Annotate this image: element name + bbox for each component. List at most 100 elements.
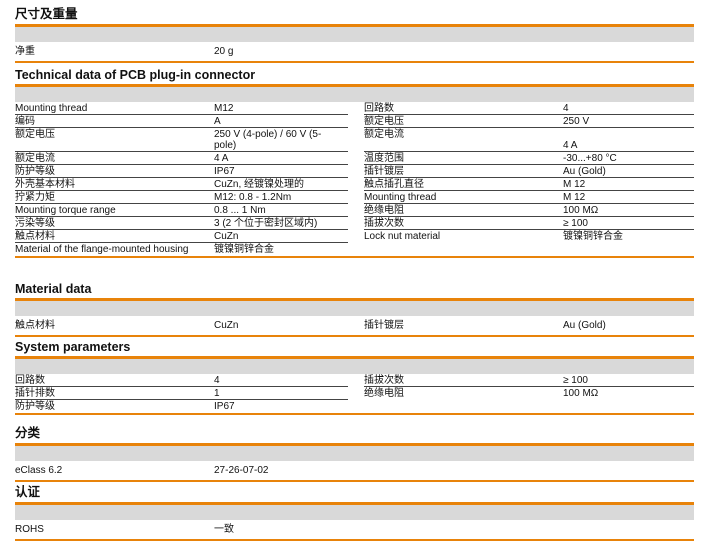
section-title: Technical data of PCB plug-in connector	[15, 68, 256, 82]
property-value: M 12	[563, 192, 586, 203]
divider	[15, 443, 694, 446]
property-label: 防护等级	[15, 401, 55, 412]
table-row: 绝缘电阻 100 MΩ	[364, 387, 694, 399]
table-row: 温度范围 -30...+80 °C	[364, 152, 694, 165]
table-row: eClass 6.2 27-26-07-02	[15, 461, 348, 479]
property-value: Au (Gold)	[563, 166, 606, 177]
table-row: 绝缘电阻 100 MΩ	[364, 204, 694, 217]
divider	[15, 61, 694, 63]
property-label: 额定电流	[364, 129, 404, 140]
header-band	[15, 301, 694, 316]
property-value: 100 MΩ	[563, 205, 599, 216]
property-value: M 12	[563, 179, 586, 190]
property-value: 4 A	[214, 153, 229, 164]
property-label: 触点材料	[15, 231, 55, 242]
right-column: 插针镀层 Au (Gold)	[364, 316, 694, 334]
property-value: 4 A	[563, 140, 578, 151]
section-title: 尺寸及重量	[15, 7, 78, 21]
property-value: ≥ 100	[563, 375, 588, 386]
left-column: 净重 20 g	[15, 42, 348, 60]
property-label: 触点插孔直径	[364, 179, 424, 190]
property-label: 外壳基本材料	[15, 179, 75, 190]
property-label: 插针镀层	[364, 166, 404, 177]
divider	[15, 24, 694, 27]
property-value: 100 MΩ	[563, 388, 599, 399]
divider	[15, 356, 694, 359]
section: 尺寸及重量 净重 20 g	[15, 0, 694, 63]
property-value: CuZn, 经镀镍处理的	[214, 179, 305, 190]
right-column: 回路数 4 额定电压 250 V 额定电流 4 A 温度范围 -30...+80 °C 插针镀…	[364, 102, 694, 255]
divider	[15, 413, 694, 415]
table-row: Mounting thread M12	[15, 102, 348, 115]
property-label: 温度范围	[364, 153, 404, 164]
section: System parameters 回路数 4 插针排数 1 防护等级 IP67 插拔次数 ≥…	[15, 332, 694, 415]
property-value: ≥ 100	[563, 218, 588, 229]
section-title: System parameters	[15, 340, 131, 354]
property-label: Mounting thread	[364, 192, 437, 203]
property-label: 插拔次数	[364, 218, 404, 229]
property-value: 20 g	[214, 46, 234, 57]
property-value: 一致	[214, 524, 234, 535]
property-label: 编码	[15, 116, 35, 127]
section: Technical data of PCB plug-in connector …	[15, 60, 694, 258]
property-label: 绝缘电阻	[364, 205, 404, 216]
property-value: 250 V	[563, 116, 590, 127]
header-band	[15, 446, 694, 461]
table-row: 触点插孔直径 M 12	[364, 178, 694, 191]
table-row: 污染等级 3 (2 个位于密封区域内)	[15, 217, 348, 230]
property-label: 插针排数	[15, 388, 55, 399]
property-label: 回路数	[15, 375, 45, 386]
table-row: 回路数 4	[364, 102, 694, 115]
table-row: 回路数 4	[15, 374, 348, 387]
right-column	[364, 42, 694, 60]
divider	[15, 502, 694, 505]
header-band	[15, 359, 694, 374]
property-label: 防护等级	[15, 166, 55, 177]
left-column: Mounting thread M12 编码 A 额定电压 250 V (4-pole) …	[15, 102, 348, 255]
table-row: 插针排数 1	[15, 387, 348, 400]
property-value: 4	[563, 103, 569, 114]
property-label: 额定电压	[15, 129, 55, 140]
table-row: 防护等级 IP67	[15, 165, 348, 178]
table-row: Material of the flange-mounted housing 镀镍…	[15, 243, 348, 255]
property-value: CuZn	[214, 231, 239, 242]
property-label: 绝缘电阻	[364, 388, 404, 399]
table-row: 插针镀层 Au (Gold)	[364, 165, 694, 178]
section-title: Material data	[15, 282, 92, 296]
table-row: 触点材料 CuZn	[15, 316, 348, 334]
property-label: Material of the flange-mounted housing	[15, 244, 189, 255]
property-value: 1	[214, 388, 220, 399]
property-label: eClass 6.2	[15, 465, 63, 476]
property-label: Mounting torque range	[15, 205, 116, 216]
table-row: 额定电流 4 A	[15, 152, 348, 165]
property-value: Au (Gold)	[563, 320, 606, 331]
property-label: 拧紧力矩	[15, 192, 55, 203]
property-value: 250 V (4-pole) / 60 V (5- pole)	[214, 129, 322, 151]
section: 认证 ROHS 一致	[15, 478, 694, 541]
table-row: 编码 A	[15, 115, 348, 128]
property-value: IP67	[214, 166, 235, 177]
divider	[15, 84, 694, 87]
property-label: 触点材料	[15, 320, 55, 331]
property-value: 27-26-07-02	[214, 465, 269, 476]
table-row: Mounting torque range 0.8 ... 1 Nm	[15, 204, 348, 217]
section: 分类 eClass 6.2 27-26-07-02	[15, 419, 694, 482]
table-row: 插针镀层 Au (Gold)	[364, 316, 694, 334]
table-row: 额定电流 4 A	[364, 128, 694, 152]
divider	[15, 335, 694, 337]
section: Material data 触点材料 CuZn 插针镀层 Au (Gold)	[15, 274, 694, 337]
property-value: 0.8 ... 1 Nm	[214, 205, 266, 216]
property-value: 镀镍铜锌合金	[214, 244, 274, 255]
header-band	[15, 27, 694, 42]
table-row: 插拔次数 ≥ 100	[364, 374, 694, 387]
table-row: 外壳基本材料 CuZn, 经镀镍处理的	[15, 178, 348, 191]
property-value: M12	[214, 103, 234, 114]
right-column	[364, 520, 694, 538]
header-band	[15, 505, 694, 520]
right-column: 插拔次数 ≥ 100 绝缘电阻 100 MΩ	[364, 374, 694, 412]
right-column	[364, 461, 694, 479]
property-label: ROHS	[15, 524, 44, 535]
table-row: ROHS 一致	[15, 520, 348, 538]
table-row: 额定电压 250 V	[364, 115, 694, 128]
left-column: 触点材料 CuZn	[15, 316, 348, 334]
